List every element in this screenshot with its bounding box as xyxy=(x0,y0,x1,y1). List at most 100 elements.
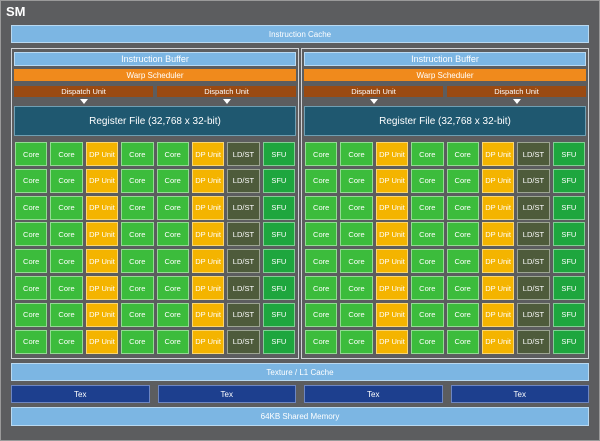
tex-unit: Tex xyxy=(450,385,589,403)
unit-cell: SFU xyxy=(262,222,295,247)
unit-cell: Core xyxy=(121,302,154,327)
unit-cell: DP Unit xyxy=(481,249,515,274)
unit-cell: Core xyxy=(50,168,83,193)
unit-cell: LD/ST xyxy=(227,195,260,220)
unit-cell: Core xyxy=(305,168,338,193)
unit-cell: DP Unit xyxy=(375,222,409,247)
dispatch-unit: Dispatch Unit xyxy=(14,86,153,97)
arrow xyxy=(369,99,378,104)
unit-cell: DP Unit xyxy=(481,329,515,354)
unit-cell: Core xyxy=(15,195,48,220)
unit-cell: Core xyxy=(50,249,83,274)
unit-cell: Core xyxy=(50,195,83,220)
shared-memory: 64KB Shared Memory xyxy=(11,407,589,426)
unit-cell: LD/ST xyxy=(517,222,550,247)
partition xyxy=(11,48,299,359)
unit-cell: DP Unit xyxy=(191,329,225,354)
unit-cell: DP Unit xyxy=(375,249,409,274)
unit-cell: Core xyxy=(411,329,444,354)
unit-cell: Core xyxy=(156,302,189,327)
unit-cell: SFU xyxy=(262,249,295,274)
dispatch-unit: Dispatch Unit xyxy=(157,86,296,97)
instruction-buffer: Instruction Buffer xyxy=(304,52,586,66)
unit-cell: Core xyxy=(156,142,189,166)
unit-cell: Core xyxy=(305,302,338,327)
unit-cell: DP Unit xyxy=(191,142,225,166)
texture-cache: Texture / L1 Cache xyxy=(11,363,589,381)
unit-cell: SFU xyxy=(552,142,585,166)
unit-cell: DP Unit xyxy=(191,195,225,220)
unit-cell: DP Unit xyxy=(481,142,515,166)
unit-cell: SFU xyxy=(262,276,295,300)
unit-cell: Core xyxy=(446,249,479,274)
unit-cell: DP Unit xyxy=(481,195,515,220)
unit-cell: SFU xyxy=(262,168,295,193)
unit-cell: DP Unit xyxy=(85,276,119,300)
unit-cell: SFU xyxy=(552,249,585,274)
unit-cell: LD/ST xyxy=(517,142,550,166)
unit-cell: Core xyxy=(446,329,479,354)
unit-cell: DP Unit xyxy=(375,302,409,327)
unit-cell: SFU xyxy=(262,302,295,327)
unit-cell: SFU xyxy=(262,195,295,220)
unit-cell: Core xyxy=(305,249,338,274)
unit-cell: Core xyxy=(340,195,373,220)
unit-cell: Core xyxy=(121,329,154,354)
unit-cell: SFU xyxy=(552,302,585,327)
unit-cell: Core xyxy=(15,168,48,193)
unit-cell: Core xyxy=(446,168,479,193)
unit-cell: Core xyxy=(446,302,479,327)
unit-cell: Core xyxy=(340,168,373,193)
register-file: Register File (32,768 x 32-bit) xyxy=(14,106,296,136)
unit-cell: Core xyxy=(156,329,189,354)
unit-cell: Core xyxy=(305,276,338,300)
unit-cell: Core xyxy=(15,329,48,354)
unit-cell: DP Unit xyxy=(375,329,409,354)
unit-cell: Core xyxy=(15,249,48,274)
unit-cell: Core xyxy=(121,222,154,247)
unit-cell: DP Unit xyxy=(85,195,119,220)
warp-scheduler: Warp Scheduler xyxy=(304,69,586,81)
unit-cell: LD/ST xyxy=(517,195,550,220)
unit-cell: Core xyxy=(15,276,48,300)
warp-scheduler: Warp Scheduler xyxy=(14,69,296,81)
unit-cell: LD/ST xyxy=(517,276,550,300)
unit-cell: LD/ST xyxy=(227,276,260,300)
unit-cell: Core xyxy=(50,142,83,166)
arrow xyxy=(222,99,231,104)
unit-cell: Core xyxy=(340,302,373,327)
tex-unit: Tex xyxy=(304,385,443,403)
tex-unit: Tex xyxy=(157,385,296,403)
unit-cell: LD/ST xyxy=(227,142,260,166)
unit-cell: DP Unit xyxy=(481,302,515,327)
unit-cell: SFU xyxy=(552,276,585,300)
unit-cell: LD/ST xyxy=(227,329,260,354)
unit-cell: SFU xyxy=(552,168,585,193)
unit-cell: DP Unit xyxy=(191,168,225,193)
tex-unit: Tex xyxy=(11,385,150,403)
unit-cell: Core xyxy=(411,168,444,193)
dispatch-unit: Dispatch Unit xyxy=(304,86,443,97)
unit-cell: DP Unit xyxy=(85,222,119,247)
dispatch-unit: Dispatch Unit xyxy=(447,86,586,97)
unit-cell: Core xyxy=(156,276,189,300)
unit-cell: Core xyxy=(50,222,83,247)
unit-cell: LD/ST xyxy=(227,222,260,247)
unit-cell: DP Unit xyxy=(191,276,225,300)
unit-cell: DP Unit xyxy=(481,168,515,193)
unit-cell: Core xyxy=(121,276,154,300)
unit-cell: Core xyxy=(50,276,83,300)
unit-cell: DP Unit xyxy=(191,302,225,327)
unit-cell: Core xyxy=(156,222,189,247)
unit-cell: Core xyxy=(156,168,189,193)
unit-cell: SFU xyxy=(262,329,295,354)
unit-cell: DP Unit xyxy=(375,168,409,193)
unit-cell: Core xyxy=(411,249,444,274)
unit-cell: DP Unit xyxy=(191,222,225,247)
unit-cell: DP Unit xyxy=(85,142,119,166)
unit-cell: Core xyxy=(411,142,444,166)
unit-cell: Core xyxy=(340,249,373,274)
unit-cell: DP Unit xyxy=(85,168,119,193)
unit-cell: DP Unit xyxy=(375,195,409,220)
